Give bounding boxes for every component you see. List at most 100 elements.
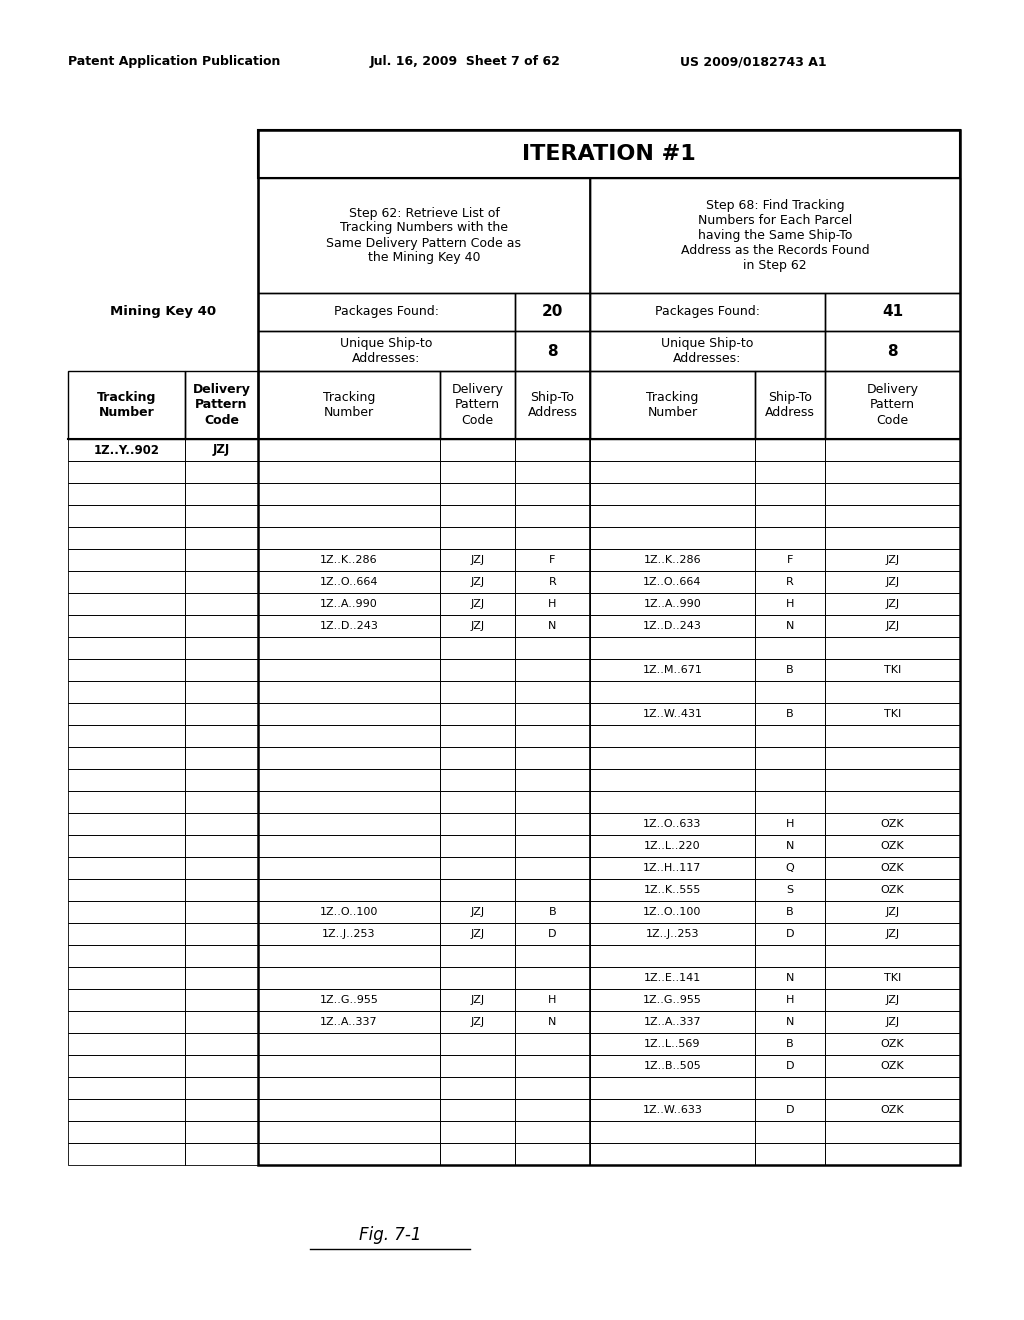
Bar (258, 725, 440, 747)
Bar (440, 945, 515, 968)
Bar (590, 704, 755, 725)
Text: N: N (785, 620, 795, 631)
Text: B: B (786, 1039, 794, 1049)
Text: F: F (786, 554, 794, 565)
Text: 1Z..B..505: 1Z..B..505 (644, 1061, 701, 1071)
Text: D: D (785, 1105, 795, 1115)
Bar (755, 770, 825, 791)
Bar (590, 879, 755, 902)
Bar (515, 770, 590, 791)
Text: OZK: OZK (881, 884, 904, 895)
Bar (590, 945, 755, 968)
Bar (515, 902, 590, 923)
Bar (68, 659, 185, 681)
Bar (258, 1055, 440, 1077)
Bar (515, 549, 590, 572)
Bar (185, 704, 258, 725)
Bar (185, 770, 258, 791)
Bar (68, 506, 185, 527)
Bar (68, 989, 185, 1011)
Bar (258, 902, 440, 923)
Bar (258, 989, 440, 1011)
Bar (755, 1077, 825, 1100)
Bar (755, 1055, 825, 1077)
Bar (185, 945, 258, 968)
Bar (440, 572, 515, 593)
Bar (68, 1034, 185, 1055)
Bar (68, 791, 185, 813)
Bar (68, 902, 185, 923)
Bar (185, 638, 258, 659)
Text: 1Z..K..286: 1Z..K..286 (644, 554, 701, 565)
Bar (68, 747, 185, 770)
Bar (185, 1034, 258, 1055)
Bar (825, 681, 961, 704)
Bar (258, 593, 440, 615)
Bar (185, 572, 258, 593)
Text: JZJ: JZJ (886, 577, 899, 587)
Text: 8: 8 (547, 343, 558, 359)
Bar (185, 593, 258, 615)
Bar (755, 615, 825, 638)
Bar (258, 659, 440, 681)
Bar (515, 293, 590, 331)
Bar (515, 1055, 590, 1077)
Bar (590, 1100, 755, 1121)
Bar (590, 681, 755, 704)
Bar (258, 1011, 440, 1034)
Bar (258, 681, 440, 704)
Bar (440, 549, 515, 572)
Text: JZJ: JZJ (213, 444, 230, 457)
Text: 1Z..O..100: 1Z..O..100 (319, 907, 378, 917)
Text: Jul. 16, 2009  Sheet 7 of 62: Jul. 16, 2009 Sheet 7 of 62 (370, 55, 561, 69)
Bar (185, 813, 258, 836)
Bar (515, 331, 590, 371)
Bar (258, 638, 440, 659)
Bar (68, 1100, 185, 1121)
Bar (68, 483, 185, 506)
Bar (68, 615, 185, 638)
Bar (258, 704, 440, 725)
Bar (825, 440, 961, 461)
Bar (68, 549, 185, 572)
Bar (755, 681, 825, 704)
Bar (68, 1143, 185, 1166)
Text: JZJ: JZJ (886, 995, 899, 1005)
Bar (825, 506, 961, 527)
Bar (825, 293, 961, 331)
Bar (590, 725, 755, 747)
Bar (590, 1121, 755, 1143)
Bar (258, 1143, 440, 1166)
Bar (185, 857, 258, 879)
Text: JZJ: JZJ (470, 577, 484, 587)
Bar (185, 1077, 258, 1100)
Text: 1Z..L..569: 1Z..L..569 (644, 1039, 700, 1049)
Bar (258, 331, 515, 371)
Bar (590, 371, 755, 440)
Text: N: N (548, 620, 557, 631)
Bar (185, 506, 258, 527)
Bar (258, 968, 440, 989)
Text: JZJ: JZJ (470, 599, 484, 609)
Bar (258, 857, 440, 879)
Text: 1Z..W..633: 1Z..W..633 (643, 1105, 702, 1115)
Text: B: B (786, 907, 794, 917)
Bar (825, 770, 961, 791)
Bar (825, 747, 961, 770)
Text: 1Z..D..243: 1Z..D..243 (643, 620, 701, 631)
Bar (590, 461, 755, 483)
Text: Tracking
Number: Tracking Number (323, 391, 375, 418)
Bar (440, 836, 515, 857)
Text: 1Z..J..253: 1Z..J..253 (323, 929, 376, 939)
Text: 1Z..A..337: 1Z..A..337 (321, 1016, 378, 1027)
Bar (185, 836, 258, 857)
Bar (515, 791, 590, 813)
Text: B: B (786, 709, 794, 719)
Bar (825, 857, 961, 879)
Bar (440, 1034, 515, 1055)
Text: 1Z..W..431: 1Z..W..431 (642, 709, 702, 719)
Bar (185, 659, 258, 681)
Bar (755, 549, 825, 572)
Bar (258, 461, 440, 483)
Bar (185, 461, 258, 483)
